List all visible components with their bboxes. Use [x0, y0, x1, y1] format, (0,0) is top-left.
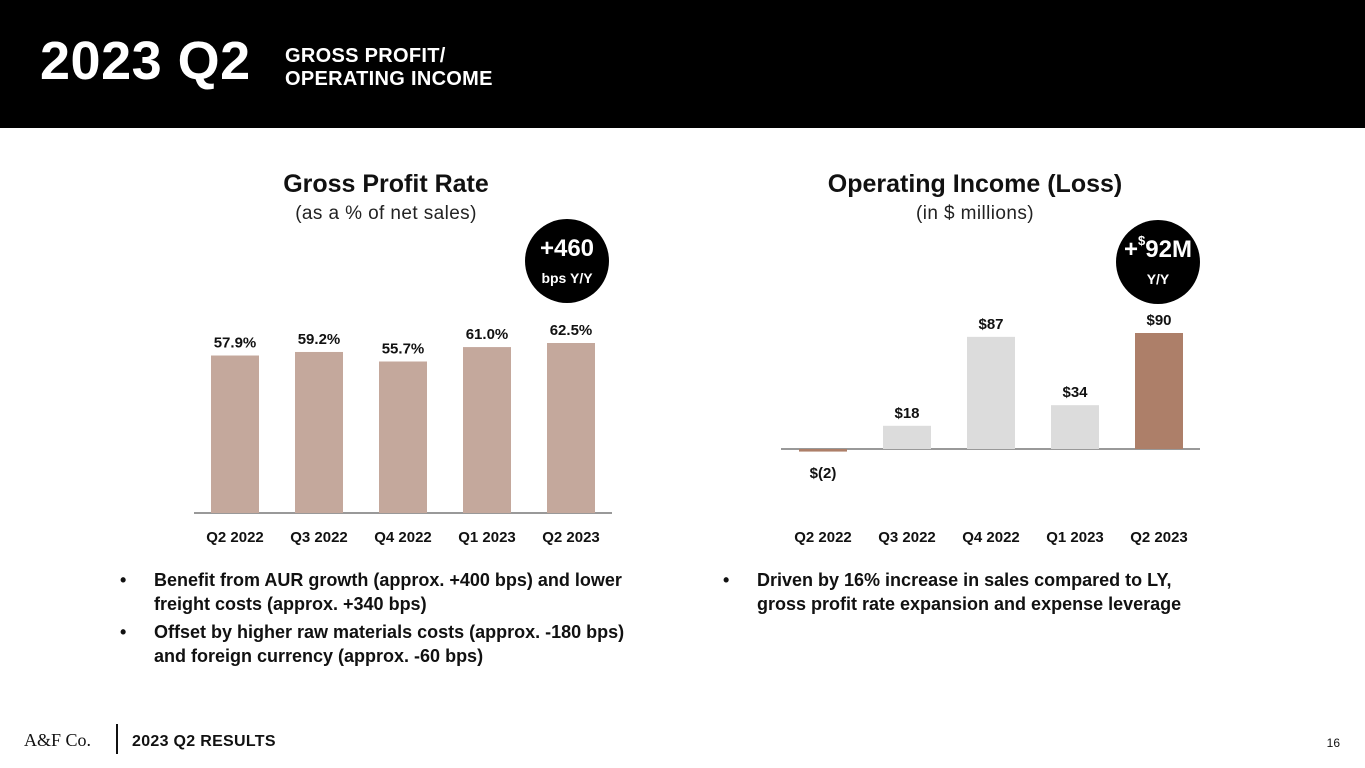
gp-badge-unit: bps Y/Y [541, 270, 593, 286]
oi-x-tick-label: Q3 2022 [878, 529, 936, 546]
gp-x-tick-label: Q3 2022 [290, 529, 348, 546]
gp-data-label: 62.5% [550, 322, 593, 339]
gp-bullet-1: • Benefit from AUR growth (approx. +400 … [116, 568, 696, 616]
page-number: 16 [1326, 736, 1340, 750]
oi-bullet-1-line2: gross profit rate expansion and expense … [757, 594, 1182, 614]
oi-x-tick-label: Q2 2022 [794, 529, 852, 546]
gp-chart-subtitle: (as a % of net sales) [295, 203, 477, 224]
oi-data-label: $90 [1146, 312, 1171, 329]
bullet-dot: • [120, 570, 127, 590]
oi-data-label: $18 [894, 405, 919, 422]
oi-bar-q2-2023 [1135, 333, 1183, 449]
gp-data-label: 59.2% [298, 331, 341, 348]
oi-bar-q1-2023 [1051, 405, 1099, 449]
gp-badge-value: +460 [539, 235, 595, 262]
oi-chart-title: Operating Income (Loss) [827, 170, 1123, 198]
oi-badge-unit: Y/Y [1146, 271, 1170, 287]
oi-badge-currency: $ [1138, 233, 1146, 248]
gp-data-label: 61.0% [466, 326, 509, 343]
oi-badge-amount: 92M [1145, 236, 1192, 263]
oi-change-badge: +$92M Y/Y [1116, 220, 1200, 304]
oi-bullets: • Driven by 16% increase in sales compar… [719, 568, 1279, 620]
gp-bullet-2: • Offset by higher raw materials costs (… [116, 620, 696, 668]
oi-badge-value: +$92M [1116, 234, 1200, 263]
gp-change-badge: +460 bps Y/Y [525, 219, 609, 303]
bullet-dot: • [723, 570, 730, 590]
page-title: 2023 Q2 [40, 31, 251, 91]
oi-data-label: $(2) [810, 465, 837, 482]
page-subtitle-line2: OPERATING INCOME [285, 68, 493, 90]
gp-x-tick-label: Q4 2022 [374, 529, 432, 546]
bullet-dot: • [120, 622, 127, 642]
oi-bullet-1-line1: Driven by 16% increase in sales compared… [757, 570, 1172, 590]
gp-chart-title: Gross Profit Rate [283, 170, 489, 198]
gp-bar-q2-2023 [547, 343, 595, 513]
gp-data-label: 55.7% [382, 340, 425, 357]
oi-badge-prefix: + [1124, 236, 1139, 263]
oi-x-tick-label: Q1 2023 [1046, 529, 1104, 546]
footer-divider [116, 724, 118, 754]
gp-bar-q4-2022 [379, 361, 427, 513]
gp-bullet-2-line2: and foreign currency (approx. -60 bps) [154, 646, 484, 666]
gp-data-label: 57.9% [214, 335, 257, 352]
oi-bar-q2-2022 [799, 449, 847, 452]
oi-bar-q3-2022 [883, 425, 931, 449]
gp-bullets: • Benefit from AUR growth (approx. +400 … [116, 568, 696, 672]
oi-bar-q4-2022 [967, 336, 1015, 449]
company-logo: A&F Co. [24, 730, 92, 750]
gp-bullet-2-line1: Offset by higher raw materials costs (ap… [154, 622, 625, 642]
page-subtitle-line1: GROSS PROFIT/ [285, 45, 446, 67]
gp-x-tick-label: Q2 2023 [542, 529, 600, 546]
gp-bullet-1-line1: Benefit from AUR growth (approx. +400 bp… [154, 570, 622, 590]
oi-x-tick-label: Q2 2023 [1130, 529, 1188, 546]
gp-x-tick-label: Q2 2022 [206, 529, 264, 546]
page-subtitle: GROSS PROFIT/ OPERATING INCOME [285, 45, 493, 91]
gp-bar-q1-2023 [463, 347, 511, 513]
gp-x-tick-label: Q1 2023 [458, 529, 516, 546]
gp-bar-q3-2022 [295, 351, 343, 513]
footer-label: 2023 Q2 RESULTS [132, 733, 276, 750]
oi-data-label: $34 [1062, 384, 1088, 401]
oi-x-tick-label: Q4 2022 [962, 529, 1020, 546]
oi-data-label: $87 [978, 316, 1003, 333]
gp-bar-q2-2022 [211, 355, 259, 513]
oi-bullet-1: • Driven by 16% increase in sales compar… [719, 568, 1279, 616]
header-bar: 2023 Q2 GROSS PROFIT/ OPERATING INCOME [0, 0, 1365, 128]
oi-chart-subtitle: (in $ millions) [916, 203, 1034, 224]
gp-bullet-1-line2: freight costs (approx. +340 bps) [154, 594, 427, 614]
